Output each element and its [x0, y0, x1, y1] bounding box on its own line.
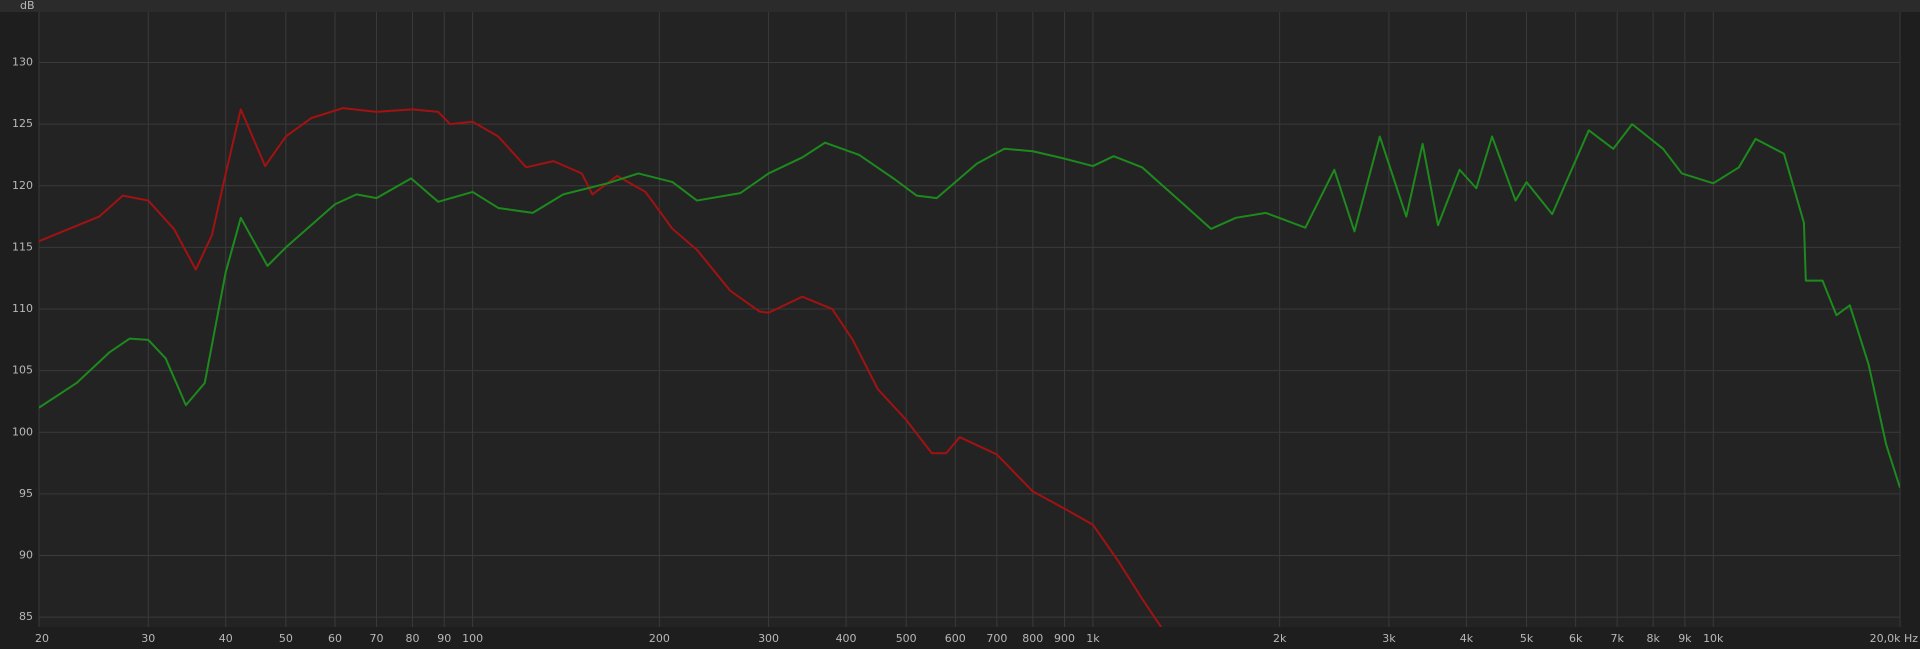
x-tick-label: 9k — [1678, 632, 1692, 645]
series-line — [39, 123, 1900, 489]
top-bar — [0, 0, 1920, 12]
x-tick-label: 8k — [1646, 632, 1660, 645]
plot-area — [39, 12, 1900, 627]
series-line — [39, 107, 1163, 627]
x-tick-label: 20,0k Hz — [1870, 632, 1919, 645]
x-tick-label: 400 — [836, 632, 857, 645]
x-tick-label: 40 — [219, 632, 233, 645]
y-tick-label: 105 — [12, 364, 33, 377]
x-tick-label: 3k — [1382, 632, 1396, 645]
x-tick-label: 5k — [1520, 632, 1534, 645]
x-tick-label: 50 — [279, 632, 293, 645]
y-tick-label: 130 — [12, 56, 33, 69]
y-unit-label: dB — [20, 0, 35, 12]
x-tick-label: 4k — [1460, 632, 1474, 645]
x-tick-label: 90 — [437, 632, 451, 645]
x-tick-label: 6k — [1569, 632, 1583, 645]
x-tick-label: 900 — [1054, 632, 1075, 645]
series-group — [39, 107, 1900, 627]
x-tick-label: 300 — [758, 632, 779, 645]
x-tick-label: 500 — [896, 632, 917, 645]
y-tick-label: 125 — [12, 117, 33, 130]
x-tick-label: 600 — [945, 632, 966, 645]
x-tick-label: 2k — [1273, 632, 1287, 645]
x-tick-label: 700 — [986, 632, 1007, 645]
x-tick-label: 30 — [141, 632, 155, 645]
x-tick-label: 200 — [649, 632, 670, 645]
x-tick-label: 80 — [405, 632, 419, 645]
x-tick-label: 1k — [1086, 632, 1100, 645]
y-tick-label: 110 — [12, 302, 33, 315]
x-tick-label: 20 — [35, 632, 49, 645]
x-tick-label: 100 — [462, 632, 483, 645]
x-tick-label: 10k — [1703, 632, 1724, 645]
x-tick-label: 60 — [328, 632, 342, 645]
y-tick-label: 90 — [19, 549, 33, 562]
y-tick-label: 95 — [19, 487, 33, 500]
x-tick-label: 70 — [370, 632, 384, 645]
y-tick-label: 85 — [19, 610, 33, 623]
y-tick-label: 120 — [12, 179, 33, 192]
y-tick-label: 100 — [12, 425, 33, 438]
y-tick-label: 115 — [12, 240, 33, 253]
x-tick-label: 7k — [1610, 632, 1624, 645]
x-tick-label: 800 — [1022, 632, 1043, 645]
